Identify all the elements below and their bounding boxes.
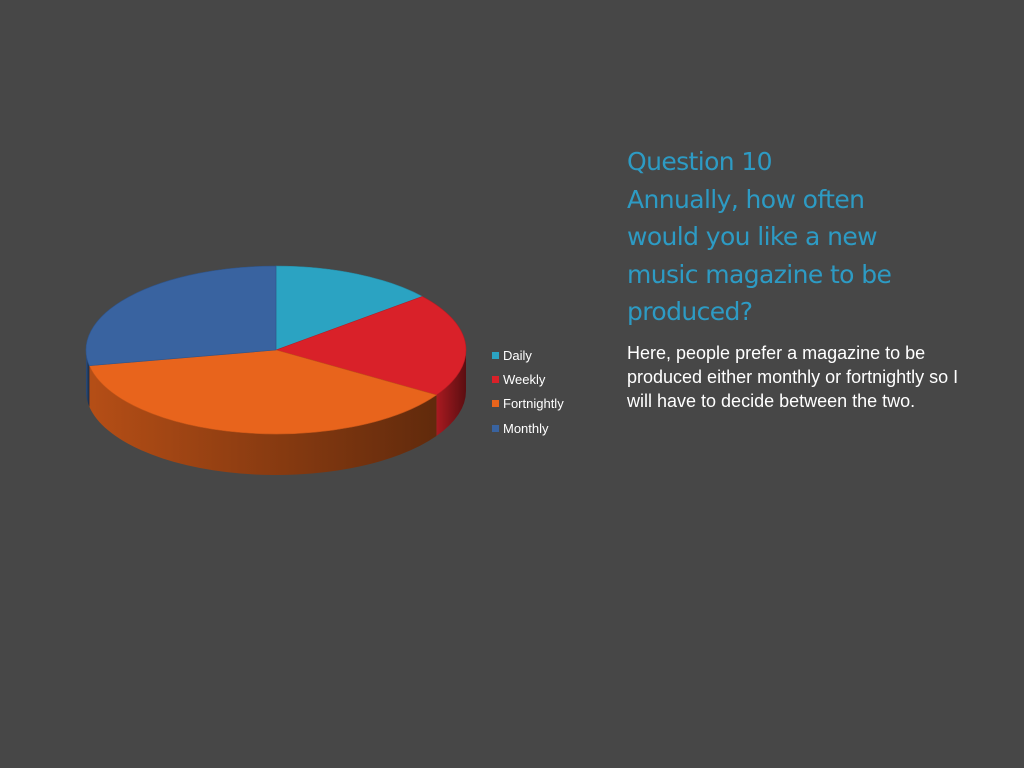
legend-item-monthly: Monthly <box>492 416 564 440</box>
legend-label: Daily <box>503 347 532 363</box>
legend-label: Fortnightly <box>503 396 564 412</box>
legend-item-fortnightly: Fortnightly <box>492 392 564 416</box>
pie-tops <box>85 265 467 435</box>
pie-slice-fortnightly <box>88 349 438 435</box>
pie-chart <box>85 265 467 475</box>
pie-slice-daily <box>275 265 424 351</box>
legend-label: Weekly <box>503 371 546 387</box>
legend-swatch <box>492 400 499 408</box>
heading-line: would you like a new <box>627 222 878 251</box>
pie-side-fortnightly <box>89 365 437 475</box>
pie-slice-weekly <box>275 296 467 396</box>
chart-legend: Daily Weekly Fortnightly Monthly <box>492 343 564 440</box>
heading-line: produced? <box>627 297 753 326</box>
slide-body-text: Here, people prefer a magazine to be pro… <box>627 343 959 411</box>
legend-item-weekly: Weekly <box>492 367 564 391</box>
heading-line: Annually, how often <box>627 184 865 214</box>
legend-swatch <box>492 424 499 432</box>
legend-swatch <box>492 351 499 359</box>
legend-swatch <box>492 375 499 383</box>
legend-item-daily: Daily <box>492 343 564 367</box>
heading-line: music magazine to be <box>627 259 892 289</box>
pie-side-weekly <box>436 350 466 437</box>
heading-line: Question 10 <box>627 147 773 176</box>
pie-slice-monthly <box>85 265 277 367</box>
slide-heading: Question 10 Annually, how often would yo… <box>627 143 967 331</box>
legend-label: Monthly <box>503 420 549 436</box>
